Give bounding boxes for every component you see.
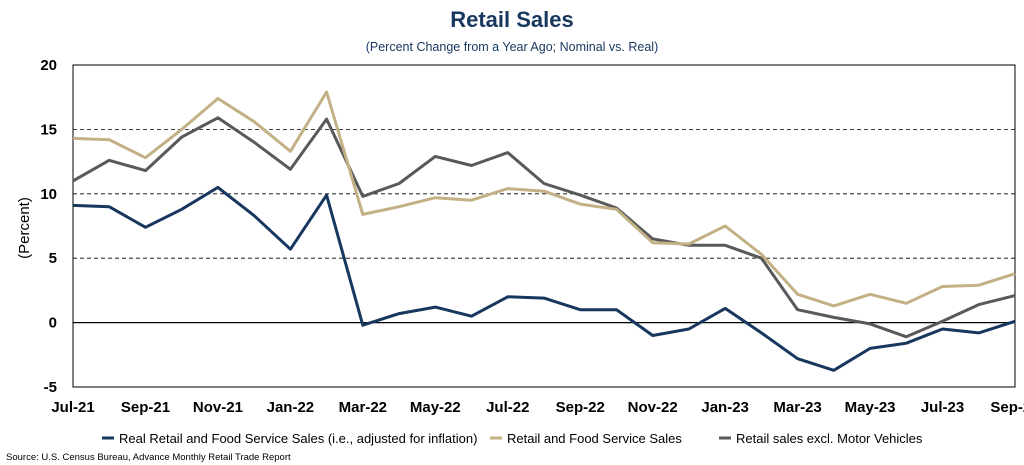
legend-label: Retail and Food Service Sales <box>507 431 682 446</box>
chart-title: Retail Sales <box>450 7 574 32</box>
source-note: Source: U.S. Census Bureau, Advance Mont… <box>6 452 291 463</box>
x-tick-label: Jul-23 <box>921 399 964 416</box>
series-line-2 <box>72 90 1016 308</box>
legend-entry-2: Retail and Food Service Sales <box>490 431 682 446</box>
x-tick-label: Mar-23 <box>773 399 821 416</box>
chart-subtitle: (Percent Change from a Year Ago; Nominal… <box>366 40 659 54</box>
y-tick-label: 0 <box>49 315 57 332</box>
legend: Real Retail and Food Service Sales (i.e.… <box>102 431 923 446</box>
plot-frame <box>72 64 1016 388</box>
x-tick-label: Jul-22 <box>486 399 529 416</box>
x-tick-label: Sep-21 <box>121 399 170 416</box>
y-tick-label: 5 <box>49 250 57 267</box>
x-tick-label: May-23 <box>845 399 896 416</box>
y-tick-label: 20 <box>40 57 57 74</box>
x-tick-label: Mar-22 <box>339 399 387 416</box>
x-tick-label: Jul-21 <box>51 399 94 416</box>
x-tick-label: May-22 <box>410 399 461 416</box>
x-tick-label: Sep-22 <box>556 399 605 416</box>
x-tick-label: Jan-22 <box>267 399 315 416</box>
series-lines <box>72 90 1016 372</box>
x-tick-label: Nov-21 <box>193 399 243 416</box>
legend-label: Retail sales excl. Motor Vehicles <box>736 431 923 446</box>
x-tick-label: Nov-22 <box>628 399 678 416</box>
legend-entry-1: Real Retail and Food Service Sales (i.e.… <box>102 431 477 446</box>
x-tick-label: Sep-23 <box>990 399 1024 416</box>
x-tick-label: Jan-23 <box>701 399 749 416</box>
grid-lines <box>72 64 1016 388</box>
legend-label: Real Retail and Food Service Sales (i.e.… <box>119 431 477 446</box>
series-line-3 <box>72 116 1016 339</box>
x-axis-ticks: Jul-21 Sep-21 Nov-21 Jan-22 Mar-22 May-22 Jul-… <box>51 399 1024 416</box>
y-tick-label: 10 <box>40 186 57 203</box>
series-line-1 <box>72 185 1016 372</box>
y-tick-label: -5 <box>44 379 57 396</box>
legend-entry-3: Retail sales excl. Motor Vehicles <box>719 431 923 446</box>
y-tick-label: 15 <box>40 121 57 138</box>
y-axis-label: (Percent) <box>16 197 33 259</box>
y-axis-ticks: -5 0 5 10 15 20 <box>40 57 57 396</box>
